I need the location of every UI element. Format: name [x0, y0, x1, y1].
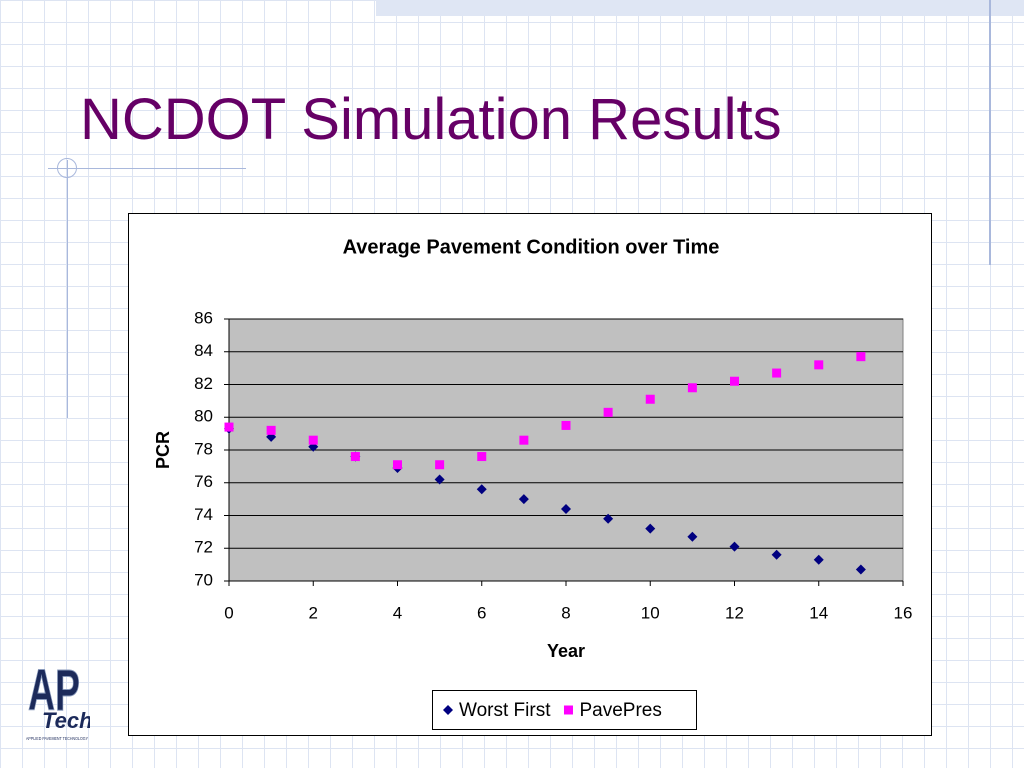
logo-sub: Tech	[42, 708, 90, 733]
point	[856, 352, 866, 362]
y-tick-label: 74	[194, 505, 213, 524]
x-tick-label: 12	[725, 603, 744, 622]
x-axis-label: Year	[547, 641, 585, 661]
point	[855, 564, 866, 575]
y-axis-label: PCR	[153, 431, 173, 469]
y-tick-label: 82	[194, 374, 213, 393]
logo-caption: APPLIED PAVEMENT TECHNOLOGY	[26, 736, 88, 741]
point	[645, 394, 655, 404]
point	[603, 407, 613, 417]
x-tick-label: 10	[641, 603, 660, 622]
decor-line	[48, 168, 246, 169]
chart-title: Average Pavement Condition over Time	[343, 236, 720, 258]
point	[687, 531, 698, 542]
point	[266, 425, 276, 435]
y-tick-label: 86	[194, 308, 213, 327]
slide-title: NCDOT Simulation Results	[80, 87, 782, 152]
y-tick-label: 76	[194, 472, 213, 491]
point	[350, 452, 360, 462]
y-tick-label: 80	[194, 407, 213, 426]
point	[813, 554, 824, 565]
point	[729, 541, 740, 552]
x-tick-label: 4	[393, 603, 402, 622]
legend-label: Worst First	[459, 700, 551, 721]
x-tick-label: 16	[894, 603, 913, 622]
point	[730, 376, 739, 386]
y-tick-label: 84	[194, 341, 213, 360]
point	[771, 549, 782, 560]
point	[561, 420, 571, 430]
point	[393, 460, 402, 470]
decor-band	[376, 0, 1024, 16]
legend-label: PavePres	[579, 700, 661, 721]
point	[561, 503, 571, 514]
x-tick-label: 2	[309, 603, 318, 622]
point	[477, 452, 487, 462]
point	[645, 523, 656, 534]
point	[518, 494, 529, 505]
point	[603, 513, 614, 524]
logo-name: AP	[28, 658, 80, 723]
y-tick-label: 78	[194, 439, 213, 458]
point	[519, 435, 529, 445]
x-tick-label: 8	[561, 603, 570, 622]
legend-marker	[443, 705, 453, 715]
y-tick-label: 72	[194, 538, 213, 557]
point	[687, 383, 697, 393]
x-tick-label: 6	[477, 603, 486, 622]
x-tick-label: 14	[809, 603, 828, 622]
legend-marker	[563, 705, 573, 715]
y-tick-label: 70	[194, 570, 213, 589]
point	[476, 484, 487, 495]
point	[224, 422, 234, 432]
point	[434, 474, 445, 485]
x-tick-label: 0	[224, 603, 233, 622]
point	[435, 460, 445, 470]
decor-line	[67, 160, 68, 418]
decor-line	[989, 0, 991, 265]
logo: AP Tech APPLIED PAVEMENT TECHNOLOGY	[26, 658, 90, 742]
decor-circle	[57, 158, 77, 178]
point	[772, 368, 782, 378]
point	[308, 435, 318, 445]
point	[814, 360, 824, 370]
